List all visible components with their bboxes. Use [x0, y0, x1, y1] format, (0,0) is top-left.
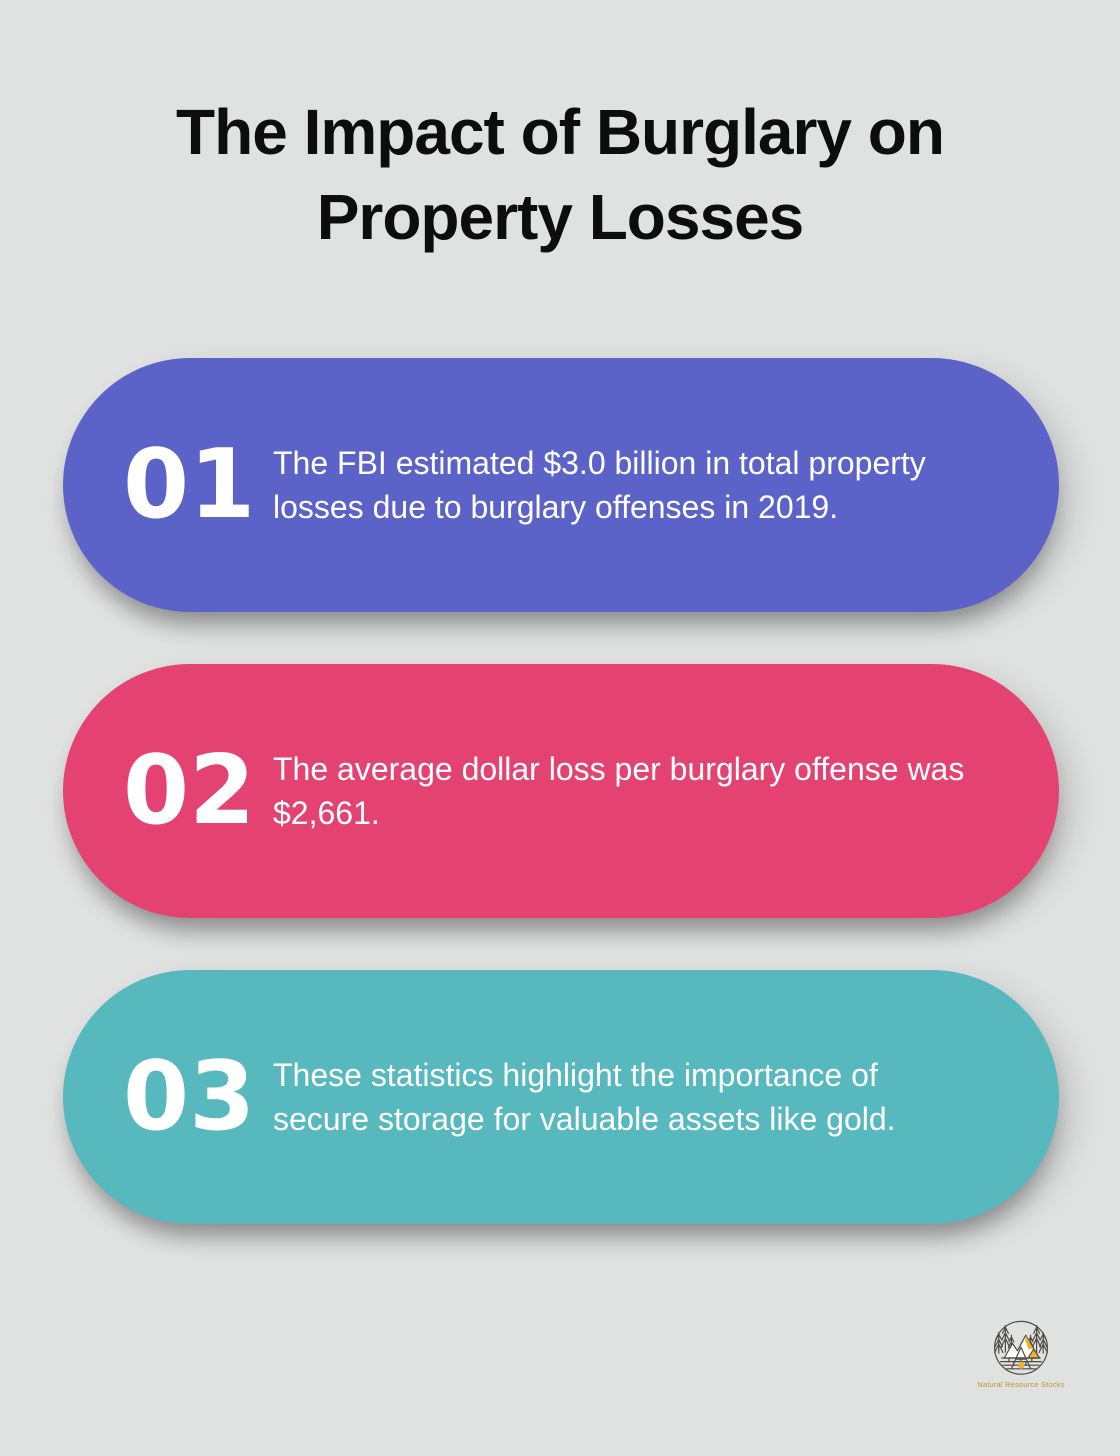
stat-number-2: 02 [123, 735, 256, 846]
stat-text-1: The FBI estimated $3.0 billion in total … [273, 445, 926, 525]
brand-logo: Natural Resource Stocks [976, 1316, 1066, 1389]
stat-card-3: 03 These statistics highlight the import… [63, 970, 1059, 1224]
stat-number-3: 03 [123, 1041, 256, 1152]
brand-name: Natural Resource Stocks [977, 1380, 1065, 1389]
stat-text-2: The average dollar loss per burglary off… [273, 751, 965, 831]
mountains-trees-emblem-icon [994, 1320, 1048, 1375]
page-title: The Impact of Burglary on Property Losse… [176, 96, 945, 254]
stat-text-3: These statistics highlight the importanc… [273, 1057, 896, 1137]
stat-number-1: 01 [123, 429, 256, 540]
stat-card-1: 01 The FBI estimated $3.0 billion in tot… [63, 358, 1059, 612]
stat-card-2: 02 The average dollar loss per burglary … [63, 664, 1059, 918]
